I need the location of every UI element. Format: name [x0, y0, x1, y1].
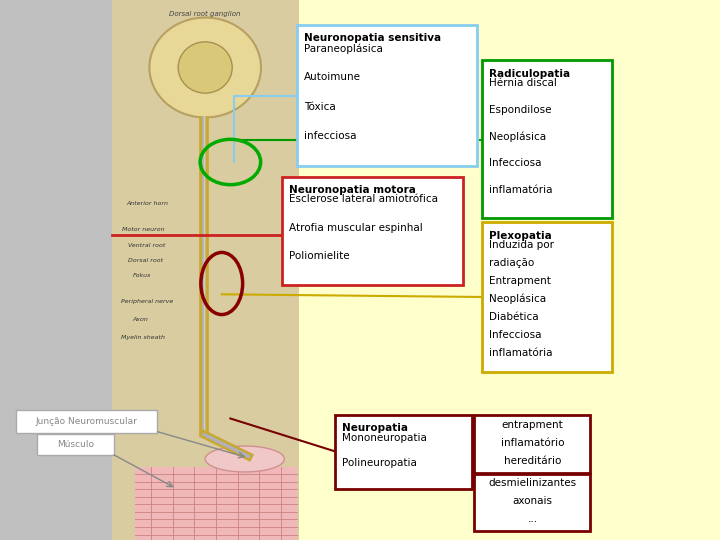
FancyBboxPatch shape: [282, 177, 463, 285]
Text: Ventral root: Ventral root: [128, 243, 166, 248]
FancyBboxPatch shape: [474, 474, 590, 531]
Text: ...: ...: [527, 514, 538, 524]
Text: Neuronopatia motora: Neuronopatia motora: [289, 185, 416, 195]
FancyBboxPatch shape: [0, 0, 112, 540]
Text: Neuronopatia sensitiva: Neuronopatia sensitiva: [304, 33, 441, 44]
FancyBboxPatch shape: [335, 415, 472, 489]
Text: Dorsal root ganglion: Dorsal root ganglion: [169, 11, 241, 17]
FancyBboxPatch shape: [474, 415, 590, 472]
FancyBboxPatch shape: [37, 434, 114, 455]
Text: Induzida por: Induzida por: [489, 240, 554, 251]
Text: Infecciosa: Infecciosa: [489, 158, 541, 168]
Text: Esclerose lateral amiotrófica: Esclerose lateral amiotrófica: [289, 194, 438, 205]
Text: axonais: axonais: [513, 496, 552, 506]
Text: Neuropatia: Neuropatia: [342, 423, 408, 434]
Text: Neoplásica: Neoplásica: [489, 294, 546, 305]
Text: Atrofia muscular espinhal: Atrofia muscular espinhal: [289, 222, 423, 233]
Text: hereditário: hereditário: [504, 456, 561, 465]
Text: Poliomielite: Poliomielite: [289, 251, 350, 261]
Text: Axon: Axon: [132, 318, 148, 322]
Text: Músculo: Músculo: [57, 440, 94, 449]
Text: Tóxica: Tóxica: [304, 102, 336, 112]
Text: Mononeuropatia: Mononeuropatia: [342, 433, 427, 443]
Text: Peripheral nerve: Peripheral nerve: [121, 300, 174, 305]
Ellipse shape: [205, 446, 284, 472]
Text: Espondilose: Espondilose: [489, 105, 552, 115]
Text: radiação: radiação: [489, 258, 534, 268]
Text: Diabética: Diabética: [489, 312, 539, 322]
Text: Myelin sheath: Myelin sheath: [121, 335, 165, 340]
Ellipse shape: [179, 42, 232, 93]
Text: Dorsal root: Dorsal root: [128, 258, 163, 263]
Text: Hérnia discal: Hérnia discal: [489, 78, 557, 89]
FancyBboxPatch shape: [482, 222, 612, 372]
FancyBboxPatch shape: [16, 410, 157, 433]
Text: Anterior horn: Anterior horn: [126, 201, 168, 206]
Text: Plexopatia: Plexopatia: [489, 231, 552, 241]
Text: Entrapment: Entrapment: [489, 276, 551, 286]
FancyBboxPatch shape: [112, 0, 299, 540]
Text: Junção Neuromuscular: Junção Neuromuscular: [35, 417, 138, 426]
Text: desmielinizantes: desmielinizantes: [488, 478, 577, 488]
Text: Polineuropatia: Polineuropatia: [342, 458, 417, 468]
Text: Fokus: Fokus: [132, 273, 151, 278]
Text: inflamatório: inflamatório: [500, 437, 564, 448]
Ellipse shape: [150, 17, 261, 117]
Text: Paraneoplásica: Paraneoplásica: [304, 43, 383, 53]
Text: Infecciosa: Infecciosa: [489, 330, 541, 340]
Text: entrapment: entrapment: [502, 420, 563, 430]
Text: Neoplásica: Neoplásica: [489, 132, 546, 142]
Text: infecciosa: infecciosa: [304, 131, 356, 141]
Text: Autoimune: Autoimune: [304, 72, 361, 83]
Text: Radiculopatia: Radiculopatia: [489, 69, 570, 79]
FancyBboxPatch shape: [482, 60, 612, 218]
Text: inflamatória: inflamatória: [489, 348, 552, 357]
FancyBboxPatch shape: [297, 25, 477, 166]
Text: inflamatória: inflamatória: [489, 185, 552, 195]
FancyBboxPatch shape: [135, 467, 297, 540]
Text: Motor neuron: Motor neuron: [122, 227, 165, 232]
